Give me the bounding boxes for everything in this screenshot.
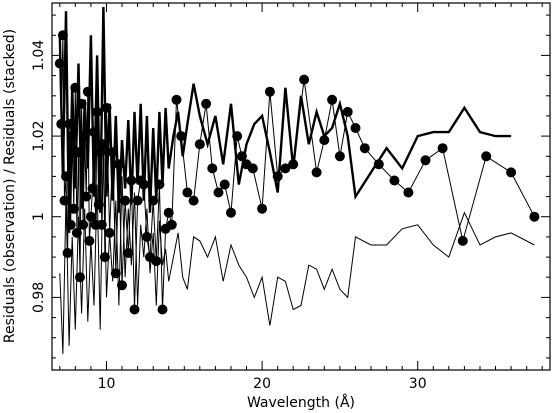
data-point	[57, 30, 68, 41]
data-point	[420, 155, 431, 166]
data-point	[117, 280, 127, 291]
data-point	[87, 183, 98, 194]
data-point	[79, 131, 90, 142]
data-point	[264, 86, 275, 97]
data-point	[319, 135, 330, 146]
series-line-2	[59, 144, 535, 354]
data-point	[151, 256, 162, 267]
data-point	[113, 159, 124, 170]
data-point	[82, 86, 93, 97]
data-point	[78, 219, 89, 230]
data-point	[81, 191, 92, 202]
data-point	[71, 227, 82, 238]
data-point	[99, 252, 110, 263]
data-point	[236, 151, 247, 162]
data-point	[389, 175, 400, 186]
data-point	[342, 106, 353, 117]
data-point	[373, 159, 384, 170]
data-point	[84, 235, 95, 246]
data-point	[61, 171, 71, 182]
data-point	[481, 151, 492, 162]
data-point	[506, 167, 517, 178]
data-point	[457, 235, 468, 246]
y-tick-label: 1.04	[31, 40, 47, 71]
data-point	[59, 195, 70, 206]
data-point	[171, 94, 182, 105]
data-point	[75, 272, 85, 283]
data-point	[68, 203, 79, 214]
data-point	[93, 199, 104, 210]
data-point	[188, 195, 199, 206]
data-point	[272, 171, 283, 182]
x-tick-label: 20	[253, 376, 271, 392]
data-point	[157, 304, 168, 315]
data-point	[89, 127, 99, 138]
data-point	[359, 143, 370, 154]
data-point	[403, 187, 414, 198]
y-tick-label: 1.02	[31, 121, 47, 152]
data-point	[76, 98, 87, 109]
y-axis-title: Residuals (observation) / Residuals (sta…	[2, 29, 18, 343]
data-point	[232, 131, 243, 142]
data-point	[437, 143, 448, 154]
data-point	[280, 163, 291, 174]
data-point	[226, 207, 236, 218]
data-point	[70, 82, 81, 93]
data-point	[67, 131, 78, 142]
x-tick-label: 10	[98, 376, 116, 392]
data-point	[138, 179, 149, 190]
data-point	[92, 106, 103, 117]
y-tick-label: 1	[31, 212, 47, 221]
data-point	[132, 195, 143, 206]
data-point	[64, 119, 75, 129]
data-point	[311, 167, 322, 178]
x-axis-title: Wavelength (Å)	[247, 394, 355, 411]
data-point	[95, 147, 106, 158]
x-tick-label: 30	[409, 376, 427, 392]
data-point	[101, 102, 112, 113]
data-point	[141, 231, 152, 242]
data-point	[85, 211, 96, 222]
data-point	[148, 195, 159, 206]
data-point	[110, 268, 121, 279]
data-point	[257, 203, 268, 214]
data-point	[194, 139, 205, 150]
data-point	[126, 175, 137, 186]
series-line-1	[58, 6, 512, 233]
data-point	[176, 131, 187, 142]
data-point	[163, 207, 174, 218]
data-point	[207, 163, 218, 174]
data-point	[96, 219, 107, 230]
data-point	[123, 248, 134, 258]
plot-layer	[54, 6, 540, 354]
data-point	[56, 119, 67, 129]
data-point	[104, 227, 115, 238]
ticks-layer: 10 20 30 0.98 1 1.02 1.04	[31, 3, 550, 392]
data-point	[334, 151, 345, 162]
data-point	[201, 98, 212, 109]
data-point	[129, 304, 140, 315]
data-point	[213, 187, 224, 198]
data-point	[182, 187, 193, 198]
data-point	[62, 248, 73, 258]
plot-frame	[51, 2, 551, 371]
data-point	[65, 219, 76, 230]
data-point	[120, 195, 131, 206]
data-point	[154, 179, 165, 190]
series-line-3	[59, 35, 535, 310]
data-point	[107, 147, 118, 158]
data-point	[327, 94, 338, 105]
data-point	[54, 58, 65, 69]
data-point	[350, 123, 361, 133]
data-point	[219, 179, 230, 190]
data-point	[98, 139, 109, 150]
data-point	[166, 219, 177, 230]
data-point	[73, 147, 84, 158]
data-point	[288, 159, 299, 170]
y-tick-label: 0.98	[31, 282, 47, 313]
data-point	[247, 163, 258, 174]
data-point	[529, 211, 540, 222]
data-point	[299, 74, 310, 85]
